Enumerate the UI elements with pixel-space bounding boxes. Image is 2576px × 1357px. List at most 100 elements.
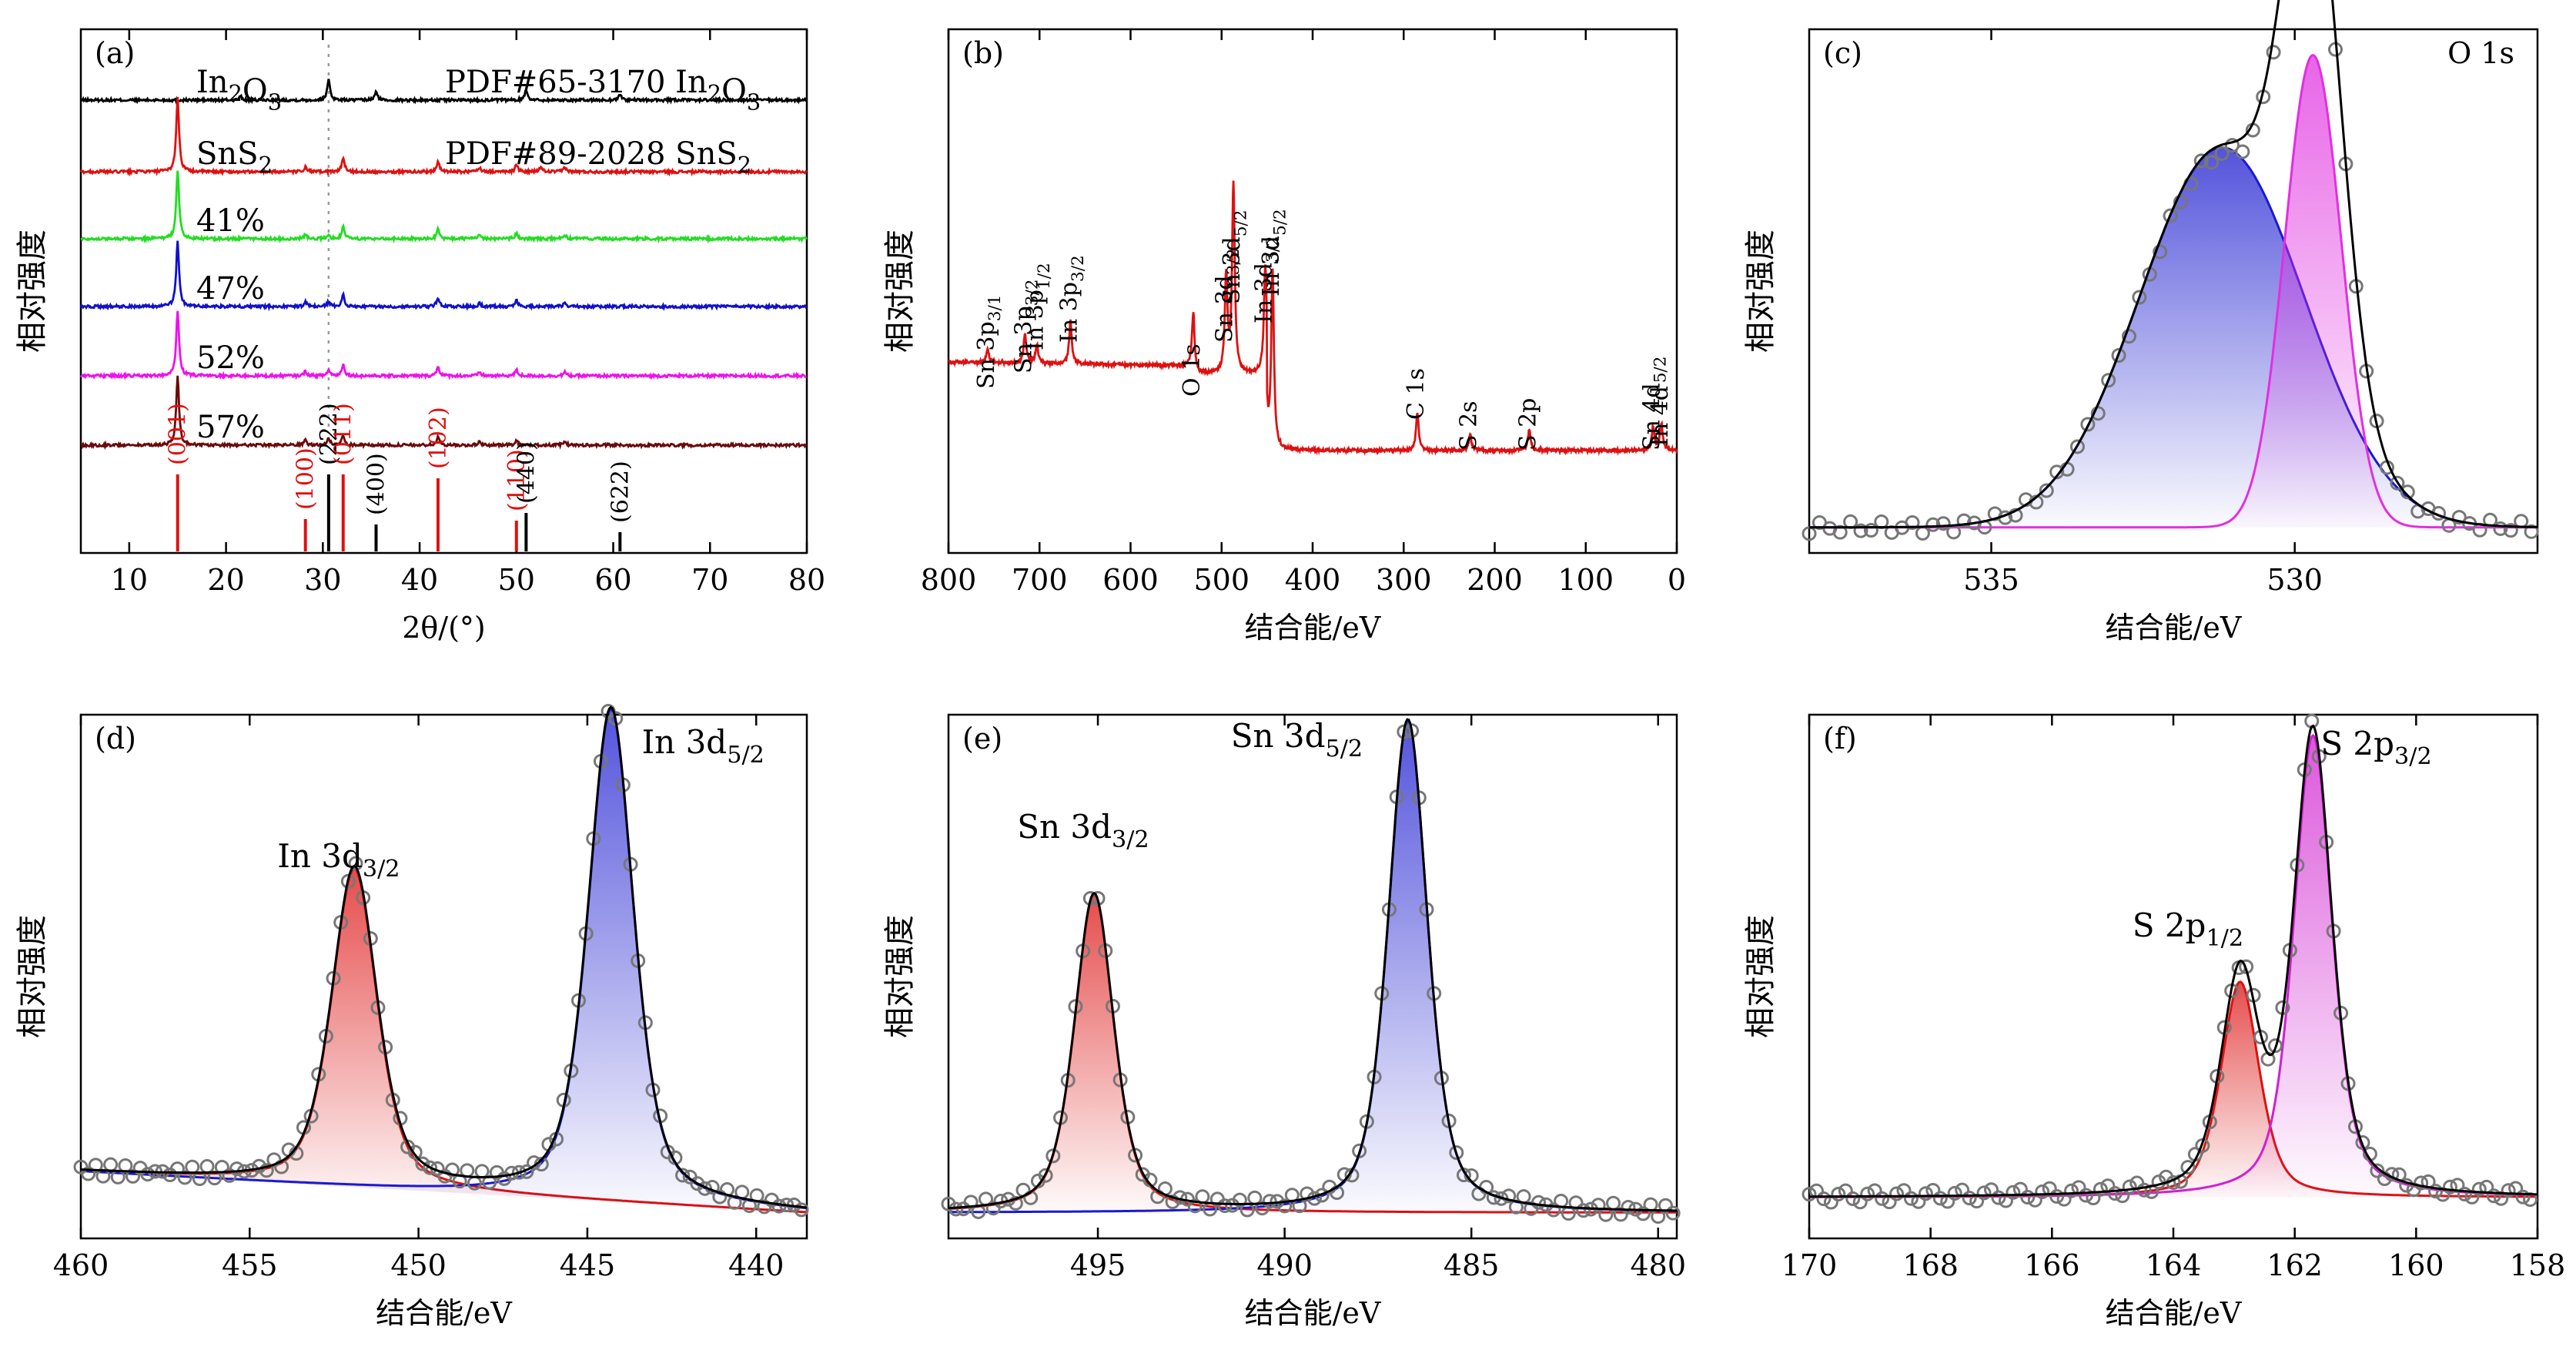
data-point xyxy=(2193,153,2209,169)
data-point xyxy=(2035,1184,2050,1199)
peak-label: Sn 3d3/2 xyxy=(1017,808,1149,853)
data-point xyxy=(2471,1181,2487,1197)
data-point xyxy=(1875,1191,1890,1206)
data-point xyxy=(712,1189,728,1205)
peak-label: In 3d5/2 xyxy=(642,723,764,769)
data-point xyxy=(81,1166,96,1181)
data-point xyxy=(125,1168,141,1184)
x-tick-label: 495 xyxy=(1070,1248,1126,1282)
data-point xyxy=(2266,45,2281,60)
peak-annotation: In 4d xyxy=(1647,386,1674,447)
x-tick-label: 600 xyxy=(1102,563,1159,597)
data-point xyxy=(185,1159,200,1174)
x-tick-label: 460 xyxy=(53,1248,109,1282)
peak-annotation: Sn 3d3/2 xyxy=(1212,249,1243,343)
data-point xyxy=(2214,146,2230,161)
data-point xyxy=(1863,522,1878,538)
peak-annotation: Sn 3d5/2 xyxy=(1219,210,1250,304)
data-point xyxy=(2399,1178,2414,1193)
data-point xyxy=(1262,1194,1277,1209)
x-axis-label: 结合能/eV xyxy=(376,1296,512,1330)
peak-annotation: O 1s xyxy=(1179,343,1206,397)
x-tick-label: 166 xyxy=(2024,1248,2080,1282)
data-point xyxy=(2111,347,2126,363)
x-axis-label: 结合能/eV xyxy=(2106,1296,2242,1330)
data-point xyxy=(103,1157,119,1172)
x-tick-label: 160 xyxy=(2388,1248,2444,1282)
reference-label: (011) xyxy=(330,403,357,465)
data-point xyxy=(2414,1175,2429,1191)
data-point xyxy=(259,1163,274,1178)
data-point xyxy=(1955,1182,1970,1198)
chart-f: 170 168 166 164 162 160 158 结合能/eV 相对强度 (f) S 2p1/… xyxy=(1743,713,2565,1330)
data-point xyxy=(1808,1183,1824,1198)
x-tick-label: 0 xyxy=(1668,563,1686,597)
envelope-line xyxy=(948,718,1678,1212)
x-axis-label: 结合能/eV xyxy=(2106,611,2242,645)
series-line xyxy=(79,310,808,380)
data-point xyxy=(2049,464,2065,480)
data-point xyxy=(2224,138,2240,153)
data-point xyxy=(2451,510,2467,525)
data-point xyxy=(474,1164,490,1179)
x-tick-label: 455 xyxy=(222,1248,278,1282)
series-line xyxy=(80,375,808,451)
x-axis-label: 结合能/eV xyxy=(1245,611,1381,645)
reference-label: (622) xyxy=(607,461,634,523)
data-point xyxy=(2080,417,2096,432)
data-point xyxy=(1991,1190,2006,1205)
x-tick-label: 20 xyxy=(207,563,244,597)
panel-title: O 1s xyxy=(2447,36,2514,70)
data-point xyxy=(1635,1206,1651,1221)
data-point xyxy=(2006,1184,2021,1200)
data-point xyxy=(2486,1188,2501,1204)
panel-label: (d) xyxy=(95,722,136,756)
plot-frame xyxy=(1808,28,2539,555)
data-point xyxy=(1802,1187,1817,1202)
data-point xyxy=(1896,1183,1912,1198)
plot-frame xyxy=(947,713,1678,1240)
reference-label: (110) xyxy=(503,449,530,511)
data-point xyxy=(1853,523,1868,538)
data-point xyxy=(1925,517,1941,532)
plot-frame xyxy=(79,713,808,1240)
component-line xyxy=(80,707,808,1210)
data-point xyxy=(2136,1182,2152,1198)
reference-label: (400) xyxy=(363,453,390,515)
x-tick-label: 530 xyxy=(2267,563,2323,597)
data-point xyxy=(1531,1194,1547,1210)
data-point xyxy=(1918,1186,1933,1201)
data-point xyxy=(1831,1186,1846,1201)
data-point xyxy=(1860,1186,1875,1201)
data-point xyxy=(2503,523,2518,538)
data-point xyxy=(2163,208,2178,223)
x-tick-label: 170 xyxy=(1781,1248,1838,1282)
data-point xyxy=(1905,515,1920,531)
data-point xyxy=(2121,329,2136,344)
data-point xyxy=(1935,516,1951,531)
data-point xyxy=(1142,1172,1158,1188)
x-tick-label: 445 xyxy=(560,1248,616,1282)
data-point xyxy=(2180,1160,2196,1175)
y-axis-label: 相对强度 xyxy=(15,915,50,1038)
data-point xyxy=(1128,1148,1143,1163)
data-point xyxy=(1038,1168,1053,1183)
plot-frame xyxy=(79,28,808,555)
data-point xyxy=(1546,1202,1561,1218)
data-point xyxy=(1915,525,1930,541)
data-point xyxy=(2390,475,2405,491)
data-point xyxy=(444,1162,460,1178)
peak-annotation: In 3p1/2 xyxy=(1022,263,1054,350)
data-point xyxy=(963,1194,979,1210)
data-point xyxy=(1867,1183,1882,1198)
data-point xyxy=(214,1160,229,1175)
data-point xyxy=(177,1170,192,1185)
data-point xyxy=(348,856,363,871)
data-point xyxy=(415,1156,430,1171)
data-point xyxy=(1816,1191,1832,1207)
data-point xyxy=(2442,1179,2457,1194)
data-point xyxy=(2457,1186,2472,1201)
series-label: In2O3 xyxy=(196,65,282,115)
panel-label: (f) xyxy=(1823,722,1857,756)
data-point xyxy=(1232,1192,1247,1208)
